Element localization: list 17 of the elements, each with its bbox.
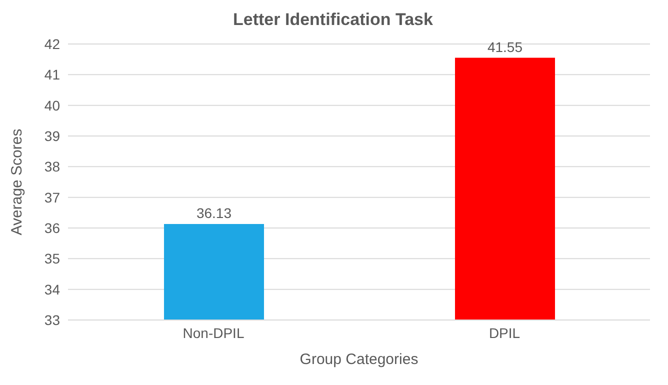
y-tick-label: 42 [44,36,60,52]
y-tick-label: 40 [44,97,60,114]
y-axis-title: Average Scores [8,128,26,236]
data-label: 41.55 [487,38,523,55]
y-tick-label: 41 [44,66,60,83]
data-label: 36.13 [196,205,232,222]
y-tick-label: 33 [44,312,60,328]
y-tick-label: 39 [44,128,60,144]
y-tick-label: 38 [44,158,60,175]
chart-title: Letter Identification Task [232,9,434,31]
y-tick-label: 35 [44,250,60,267]
x-axis-title: Group Categories [300,351,418,368]
y-tick-label: 34 [44,281,60,298]
y-tick-label: 36 [44,220,60,236]
x-tick-label: Non-DPIL [182,324,244,341]
y-tick-label: 37 [44,189,60,206]
x-tick-label: DPIL [488,324,520,341]
